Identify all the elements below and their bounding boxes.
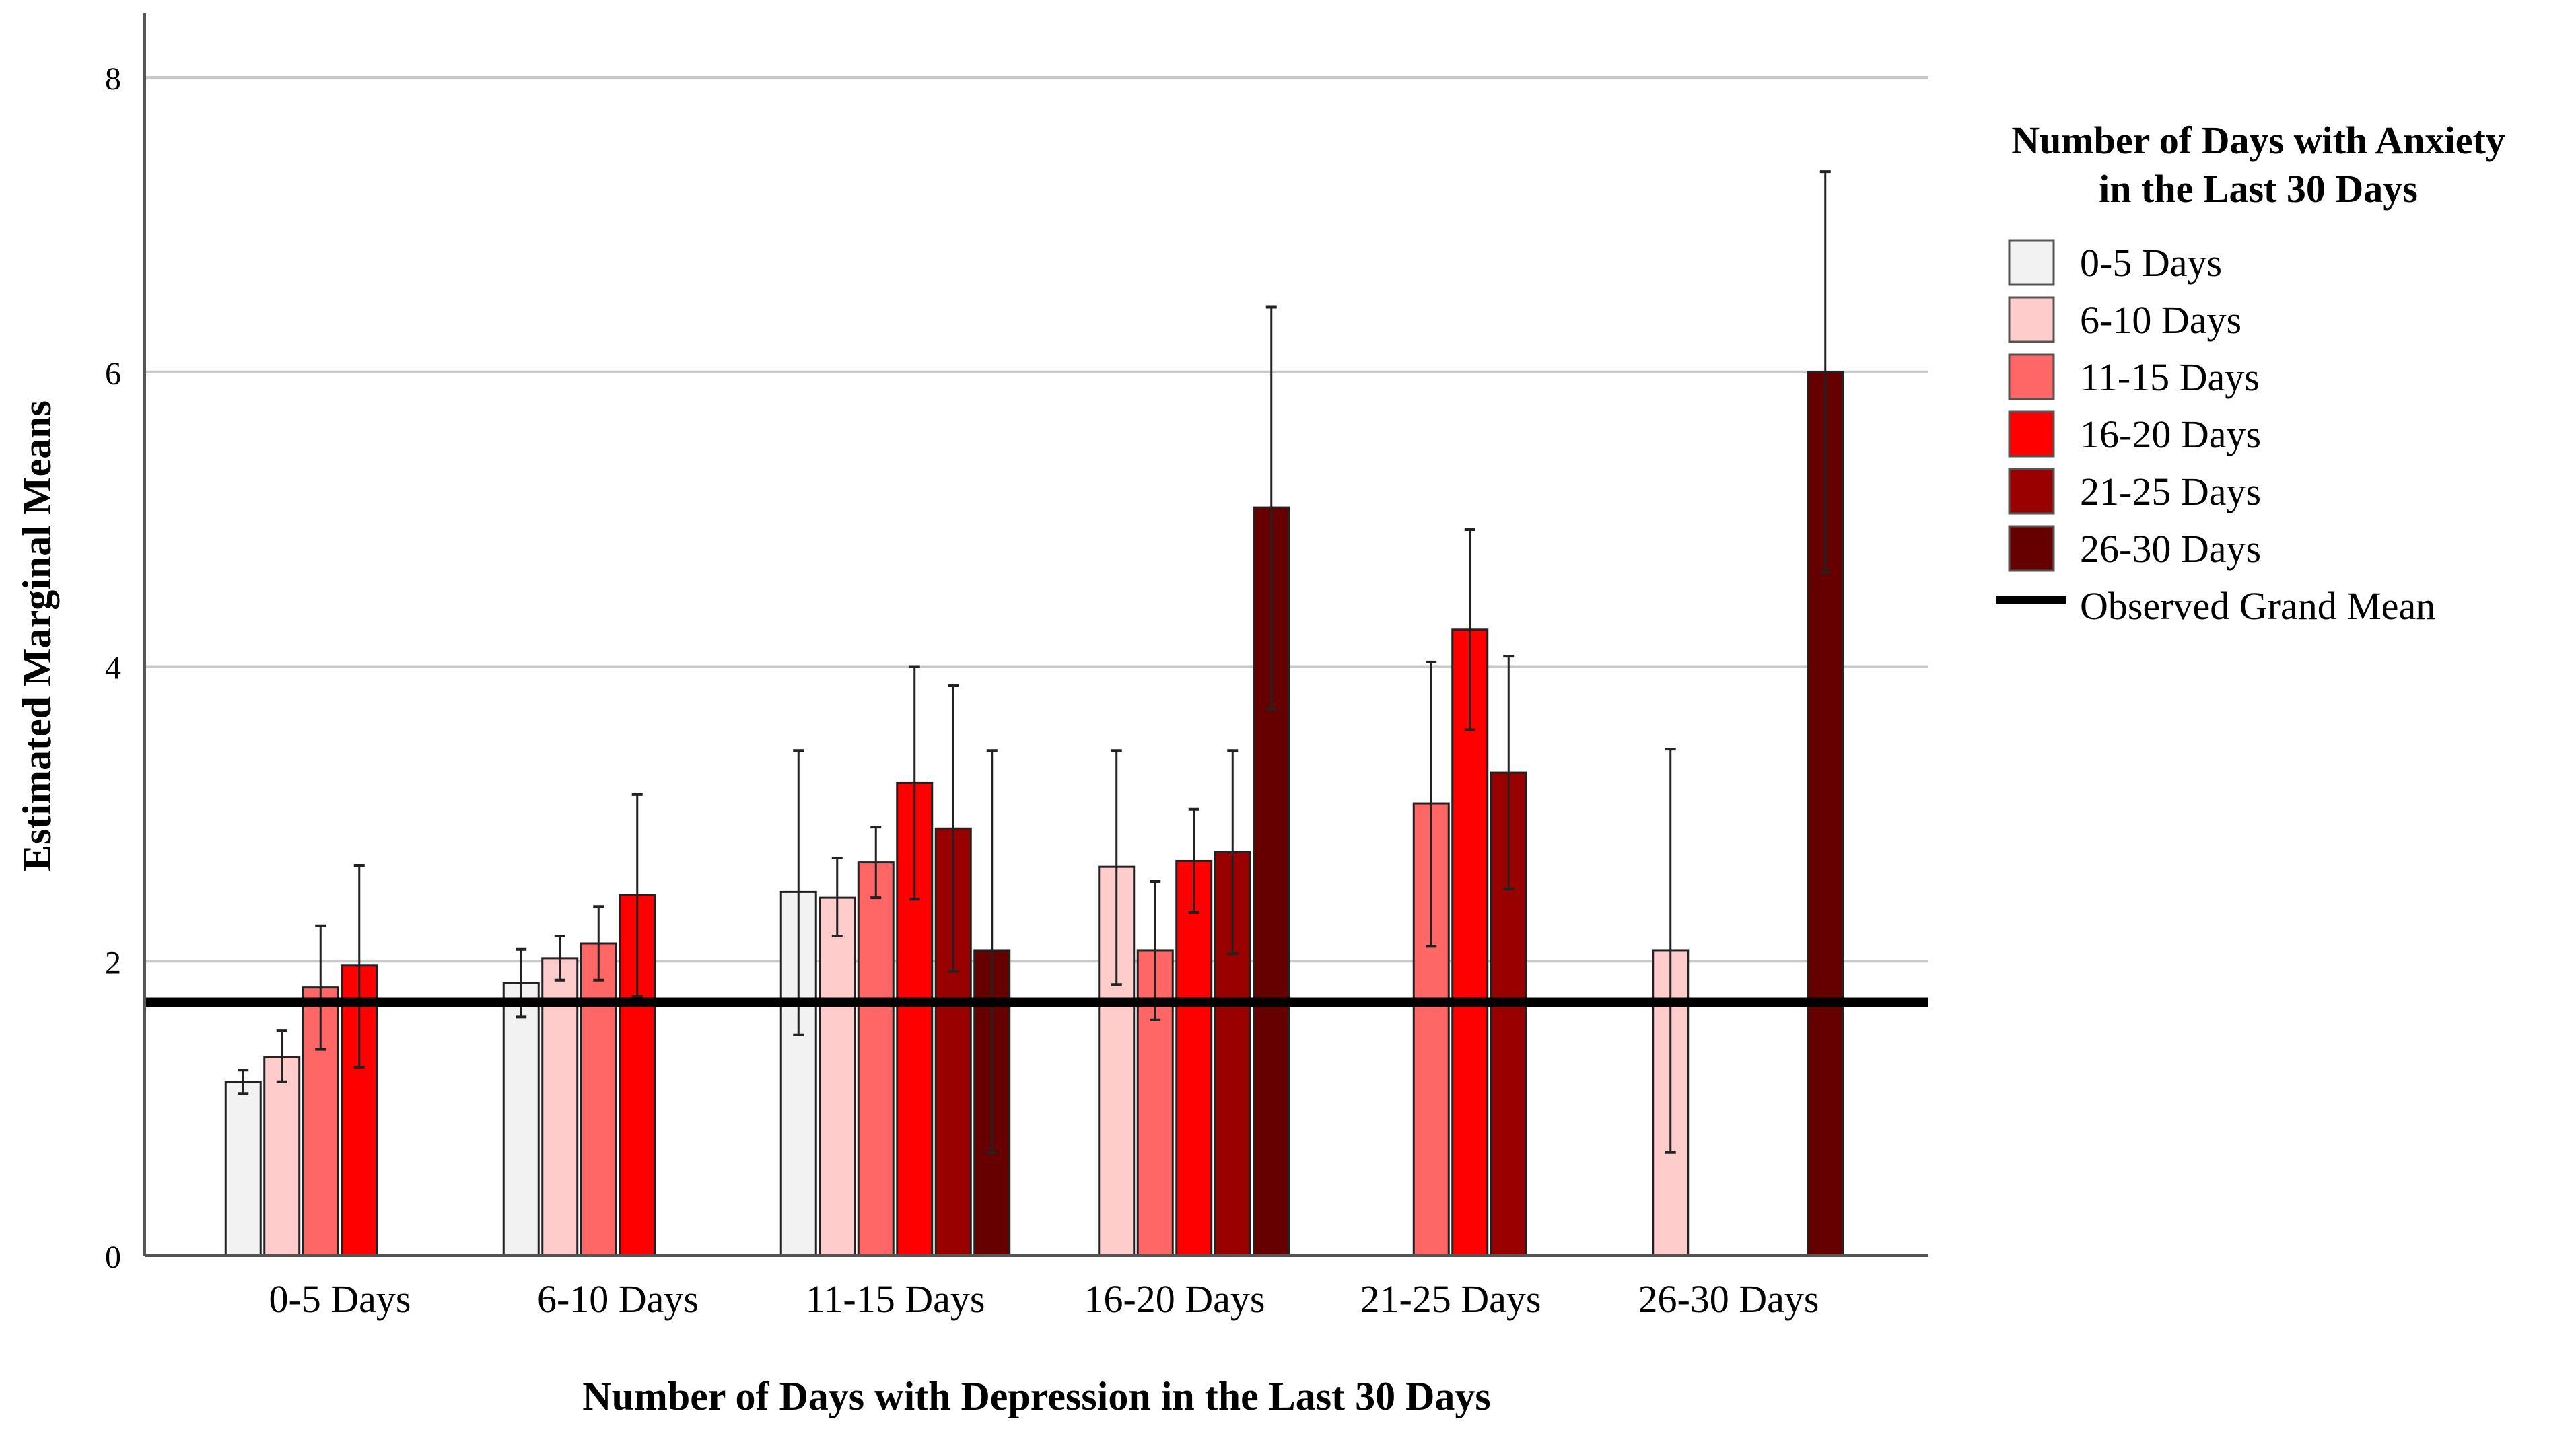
- legend-grand-mean-label: Observed Grand Mean: [2080, 584, 2435, 628]
- bar: [819, 896, 856, 1257]
- legend-label: 0-5 Days: [2080, 241, 2222, 285]
- legend-title-line-2: in the Last 30 Days: [2099, 167, 2418, 211]
- legend-swatch: [2008, 296, 2055, 343]
- legend-label: 26-30 Days: [2080, 527, 2261, 571]
- y-tick-label: 2: [105, 945, 121, 980]
- legend-swatch: [2008, 468, 2055, 515]
- x-tick-label: 6-10 Days: [537, 1277, 699, 1321]
- bar: [1175, 859, 1213, 1257]
- legend-label: 16-20 Days: [2080, 412, 2261, 456]
- legend-label: 6-10 Days: [2080, 298, 2241, 342]
- bar: [779, 890, 817, 1257]
- legend-swatch: [2008, 525, 2055, 572]
- bar: [580, 942, 617, 1257]
- x-tick-label: 0-5 Days: [269, 1277, 411, 1321]
- y-tick-label: 8: [105, 61, 121, 97]
- x-axis-label: Number of Days with Depression in the La…: [582, 1374, 1491, 1418]
- x-tick-label: 26-30 Days: [1638, 1277, 1819, 1321]
- y-tick-label: 4: [105, 651, 121, 686]
- gridlines: [145, 76, 1928, 963]
- legend-label: 11-15 Days: [2080, 355, 2260, 399]
- bar: [224, 1081, 262, 1257]
- bar: [502, 982, 540, 1257]
- bars: [224, 371, 1844, 1257]
- x-tick-label: 11-15 Days: [806, 1277, 985, 1321]
- y-axis-label: Estimated Marginal Means: [15, 400, 59, 871]
- legend-title-line-1: Number of Days with Anxiety: [2011, 118, 2505, 162]
- legend-swatch: [2008, 410, 2055, 458]
- x-tick-label: 21-25 Days: [1360, 1277, 1541, 1321]
- legend-swatch: [2008, 353, 2055, 400]
- bar: [857, 861, 895, 1257]
- legend-label: 21-25 Days: [2080, 470, 2261, 513]
- y-tick-label: 0: [105, 1239, 121, 1275]
- axes: 0 2 4 6 8 0-5 Days 6-10 Days 11-15 Days 16-20 Da…: [105, 13, 1928, 1321]
- legend: Number of Days with Anxiety in the Last …: [1996, 118, 2505, 628]
- legend-swatch: [2008, 239, 2055, 286]
- x-tick-label: 16-20 Days: [1084, 1277, 1265, 1321]
- bar: [263, 1056, 301, 1257]
- y-tick-label: 6: [105, 356, 121, 392]
- error-bars: [238, 170, 1831, 1154]
